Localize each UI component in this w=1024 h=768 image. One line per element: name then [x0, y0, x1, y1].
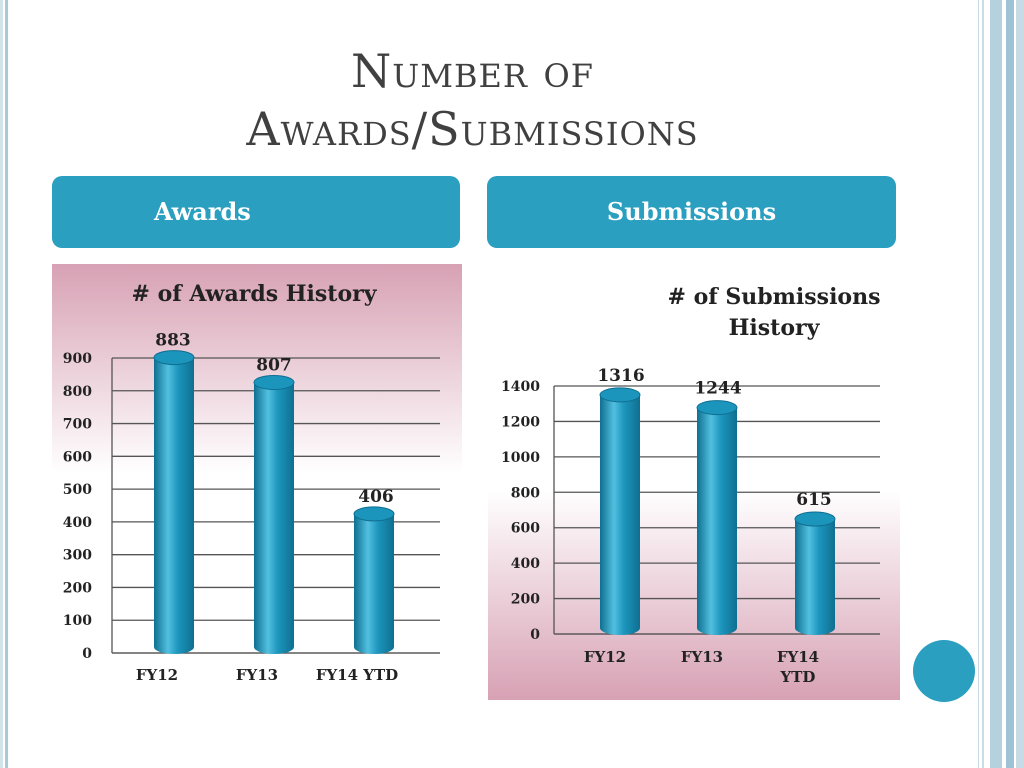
data-label: 883	[155, 331, 191, 351]
bar-top	[253, 374, 295, 390]
data-label: 1244	[694, 379, 741, 399]
data-label: 615	[796, 490, 832, 510]
bar	[154, 357, 194, 654]
data-label: 807	[256, 355, 292, 375]
data-label: 406	[358, 487, 394, 507]
y-tick-label: 0	[82, 646, 92, 662]
bar-top	[794, 511, 836, 527]
y-tick-label: 400	[63, 515, 92, 531]
submissions-header-label: Submissions	[606, 197, 777, 226]
y-tick-label: 200	[63, 580, 92, 596]
x-category-label: FY14	[777, 648, 819, 666]
x-category-label: FY12	[584, 648, 626, 666]
y-tick-label: 800	[63, 384, 92, 400]
x-category-label: FY14 YTD	[316, 666, 398, 684]
bar	[795, 519, 835, 635]
x-category-label: FY12	[136, 666, 178, 684]
bar	[254, 382, 294, 654]
bar-top	[599, 387, 641, 403]
bar	[354, 513, 394, 654]
submissions-header-tab: Submissions	[487, 176, 896, 248]
y-tick-label: 900	[63, 351, 92, 367]
y-tick-label: 600	[511, 521, 540, 537]
y-tick-label: 600	[63, 449, 92, 465]
bar-top	[353, 506, 395, 522]
y-tick-label: 400	[511, 556, 540, 572]
y-tick-label: 300	[63, 548, 92, 564]
bar	[600, 394, 640, 635]
right-frame-border	[978, 0, 1024, 768]
awards-header-tab: Awards	[52, 176, 460, 248]
slide-title-line-1: Number of	[350, 44, 594, 98]
data-label: 1316	[597, 366, 644, 386]
y-tick-label: 1400	[501, 379, 540, 395]
awards-header-label: Awards	[154, 197, 251, 226]
right-frame-line	[978, 0, 979, 768]
y-tick-label: 0	[530, 627, 540, 643]
slide-nav-circle[interactable]	[913, 640, 975, 702]
slide-title-line-2: Awards/Submissions	[246, 102, 699, 156]
bar-top	[696, 400, 738, 416]
bar-top	[153, 350, 195, 366]
y-tick-label: 500	[63, 482, 92, 498]
chart-title: # of Submissions	[668, 284, 881, 310]
submissions-history-chart: 0 200 400 600 800 1000 1200 1400 1316 1244 615 FY12…	[488, 264, 900, 700]
awards-history-chart: 0 100 200 300 400 500 600 700 800 900 883 807 406 FY1…	[52, 264, 462, 700]
x-category-label: FY13	[681, 648, 723, 666]
left-frame-border	[0, 0, 10, 768]
chart-title: # of Awards History	[131, 281, 377, 307]
x-category-label: FY13	[236, 666, 278, 684]
y-tick-label: 200	[511, 592, 540, 608]
y-tick-label: 1000	[501, 450, 540, 466]
x-category-label: YTD	[780, 668, 816, 686]
bar	[697, 407, 737, 635]
y-tick-label: 700	[63, 417, 92, 433]
y-tick-label: 800	[511, 485, 540, 501]
y-tick-label: 1200	[501, 414, 540, 430]
chart-title: History	[729, 315, 821, 341]
y-tick-label: 100	[63, 613, 92, 629]
